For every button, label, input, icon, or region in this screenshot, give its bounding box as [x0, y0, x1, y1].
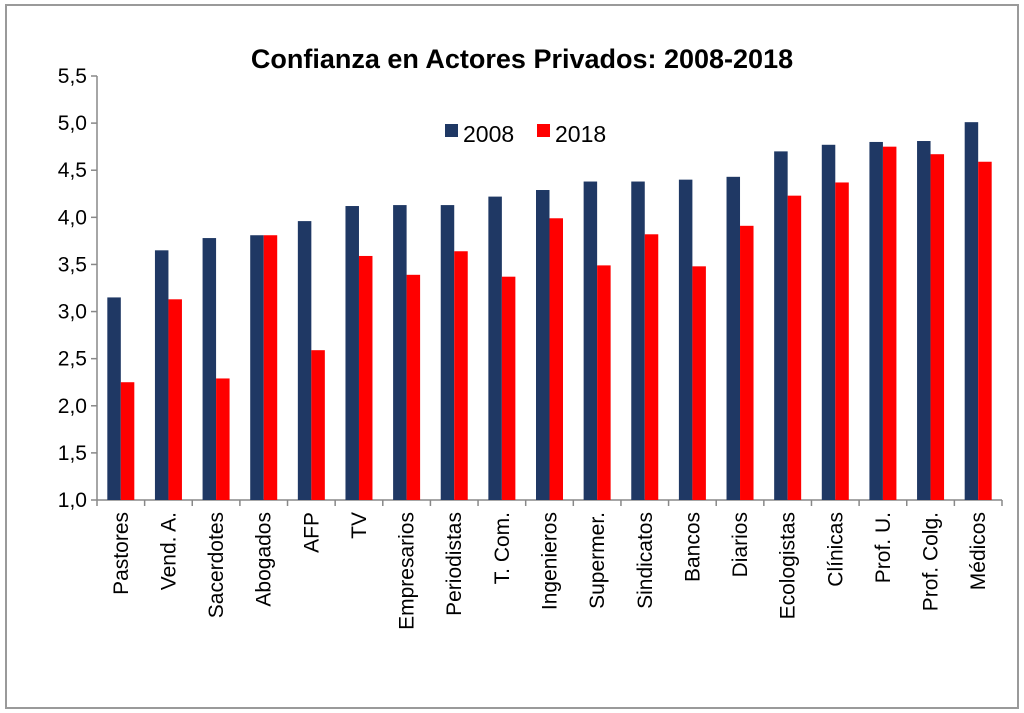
bar — [726, 176, 741, 500]
bar — [917, 141, 931, 500]
x-tick-label: Médicos — [967, 512, 990, 590]
bar — [406, 274, 421, 500]
bar — [250, 235, 264, 501]
x-tick-label: Pastores — [110, 512, 133, 595]
x-tick-label: Supermer. — [586, 512, 609, 609]
x-tick-label: Empresarios — [396, 512, 419, 630]
bar — [536, 190, 550, 500]
x-tick-label: Vend. A. — [157, 512, 180, 590]
bar — [787, 195, 802, 500]
y-tick-label: 2,5 — [58, 348, 87, 371]
x-tick-label: Abogados — [253, 512, 276, 607]
y-tick-label: 4,0 — [58, 206, 87, 229]
legend-label: 2008 — [463, 121, 514, 147]
bar — [107, 297, 121, 500]
y-tick-label: 4,5 — [58, 159, 87, 182]
bar — [978, 161, 992, 500]
bar — [440, 205, 455, 500]
y-tick-label: 5,0 — [58, 112, 87, 135]
bar — [549, 218, 563, 500]
bar — [821, 144, 836, 500]
bar — [631, 181, 645, 501]
bar — [740, 225, 754, 500]
bar — [263, 235, 278, 501]
bar — [311, 350, 325, 500]
x-tick-label: Prof. U. — [872, 512, 895, 583]
bar — [393, 205, 407, 500]
y-tick-label: 1,5 — [58, 442, 87, 465]
bar — [835, 182, 849, 500]
x-tick-label: Sacerdotes — [205, 512, 228, 618]
y-tick-label: 3,5 — [58, 253, 87, 276]
bar — [774, 151, 788, 500]
y-tick-label: 3,0 — [58, 301, 87, 324]
bar — [882, 146, 897, 500]
y-tick-label: 2,0 — [58, 395, 87, 418]
legend-swatch — [537, 124, 550, 137]
bar — [964, 122, 979, 501]
x-tick-label: TV — [348, 512, 371, 539]
x-tick-label: Ecologistas — [777, 512, 800, 619]
bar — [454, 251, 468, 500]
x-tick-label: Clínicas — [824, 512, 847, 587]
bar — [358, 255, 373, 500]
bar — [501, 276, 516, 500]
bar — [678, 179, 693, 500]
x-tick-label: Prof. Colg. — [920, 512, 943, 611]
x-tick-label: Ingenieros — [539, 512, 562, 610]
x-tick-label: Diarios — [729, 512, 752, 577]
x-tick-label: Periodistas — [443, 512, 466, 616]
x-tick-label: AFP — [300, 512, 323, 553]
bar — [692, 266, 706, 500]
y-tick-label: 5,5 — [58, 65, 87, 88]
bar — [644, 234, 659, 500]
bar — [583, 181, 598, 501]
x-tick-label: T. Com. — [491, 512, 514, 584]
bar — [345, 206, 359, 500]
chart-title: Confianza en Actores Privados: 2008-2018 — [251, 44, 793, 74]
x-tick-label: Bancos — [681, 512, 704, 582]
bar — [168, 299, 182, 500]
bar — [488, 196, 502, 501]
bar — [930, 154, 945, 500]
x-tick-label: Sindicatos — [634, 512, 657, 609]
bar — [297, 221, 312, 500]
bar — [216, 378, 230, 500]
legend-swatch — [445, 124, 458, 137]
y-tick-label: 1,0 — [58, 489, 87, 512]
bar — [869, 141, 883, 500]
bar — [597, 265, 611, 500]
bar — [120, 382, 135, 500]
bar — [154, 250, 169, 500]
legend-label: 2018 — [555, 121, 606, 147]
bar — [202, 238, 217, 500]
